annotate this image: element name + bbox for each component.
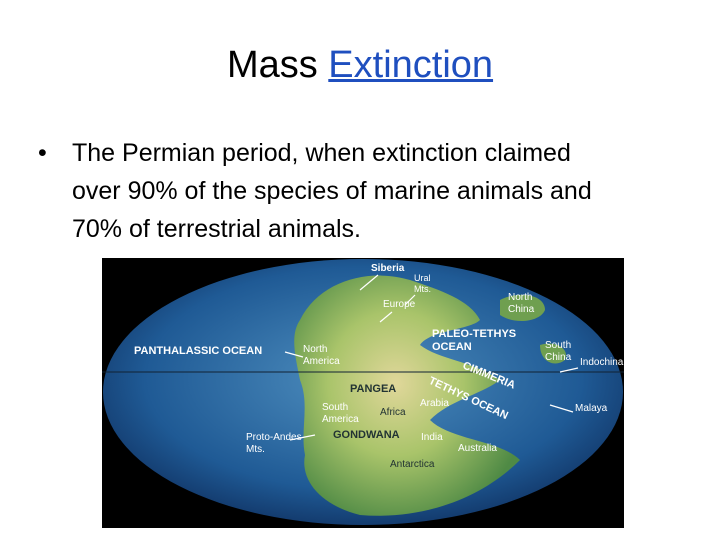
north-china (500, 294, 545, 322)
map-label: Mts. (246, 444, 265, 455)
map-label: South (322, 402, 348, 413)
bullet: • The Permian period, when extinction cla… (38, 134, 592, 248)
title-text: Mass (226, 44, 318, 86)
map-label: Europe (383, 299, 416, 310)
map-label: Siberia (371, 263, 405, 274)
bullet-line: The Permian period, when extinction clai… (72, 139, 571, 167)
map-label: South (545, 340, 571, 351)
map-label: China (508, 304, 535, 315)
map-label: Australia (458, 443, 497, 454)
map-label: GONDWANA (333, 429, 400, 441)
map-label: North (303, 344, 327, 355)
bullet-dot: • (38, 139, 47, 167)
pangea-landmass (294, 275, 520, 516)
map-label: OCEAN (432, 341, 472, 353)
map-label: Proto-Andes (246, 432, 302, 443)
map-label: PANTHALASSIC OCEAN (134, 345, 262, 357)
map-label: America (303, 356, 340, 367)
map-label: America (322, 414, 359, 425)
bullet-text: The Permian period, when extinction clai… (72, 134, 592, 248)
south-china (540, 343, 566, 364)
map-label: North (508, 292, 532, 303)
title-link[interactable]: Extinction (328, 44, 494, 86)
map-label: Arabia (420, 398, 449, 409)
map-label: China (545, 352, 572, 363)
map-label: India (421, 432, 443, 443)
map-label: Malaya (575, 403, 608, 414)
map-label: Mts. (414, 284, 431, 294)
bullet-line: 70% of terrestrial animals. (72, 215, 362, 243)
map-label: Ural (414, 273, 431, 283)
arrows (284, 274, 579, 441)
map-label: Antarctica (390, 459, 435, 470)
map-label: PALEO-TETHYS (432, 328, 516, 340)
map-label: Africa (380, 407, 406, 418)
map-label: PANGEA (350, 383, 396, 395)
bullet-line: over 90% of the species of marine animal… (72, 177, 592, 205)
slide-title: Mass Extinction (0, 44, 720, 87)
map-label: Indochina (580, 357, 624, 368)
